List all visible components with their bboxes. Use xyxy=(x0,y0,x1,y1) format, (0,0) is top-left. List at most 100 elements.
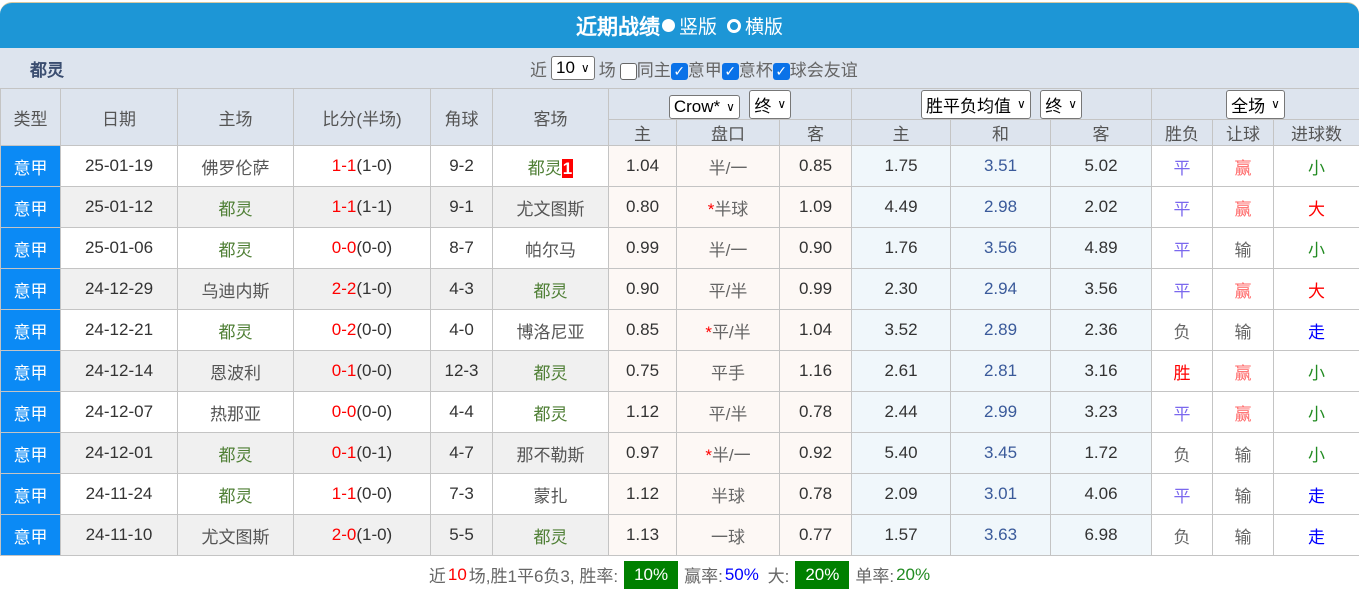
home-team-cell[interactable]: 热那亚 xyxy=(178,392,294,433)
ah-rate: 50% xyxy=(725,565,759,585)
score-cell[interactable]: 0-1(0-1) xyxy=(294,433,431,474)
league-cell[interactable]: 意甲 xyxy=(1,228,61,269)
home-team-cell[interactable]: 恩波利 xyxy=(178,351,294,392)
subcol-header: 进球数 xyxy=(1274,120,1359,146)
away-team-cell[interactable]: 都灵 xyxy=(493,351,609,392)
odds-away: 4.89 xyxy=(1051,228,1152,269)
league-cell[interactable]: 意甲 xyxy=(1,392,61,433)
handicap-stage-select[interactable]: 终∨ xyxy=(749,90,791,119)
filter-checkbox[interactable] xyxy=(620,63,637,80)
league-cell[interactable]: 意甲 xyxy=(1,269,61,310)
table-row: 意甲 24-12-07 热那亚 0-0(0-0) 4-4 都灵 1.12 平/半… xyxy=(1,392,1359,433)
ah-away-odds: 0.78 xyxy=(780,474,852,515)
period-select[interactable]: 全场∨ xyxy=(1226,90,1285,119)
ah-home-odds: 0.85 xyxy=(609,310,677,351)
odds-draw: 3.56 xyxy=(951,228,1051,269)
odds-home: 1.57 xyxy=(852,515,951,556)
away-team-cell[interactable]: 那不勒斯 xyxy=(493,433,609,474)
home-team-cell[interactable]: 尤文图斯 xyxy=(178,515,294,556)
away-team-name: 都灵 xyxy=(534,364,568,383)
away-team-cell[interactable]: 帕尔马 xyxy=(493,228,609,269)
away-team-cell[interactable]: 都灵 xyxy=(493,269,609,310)
away-team-cell[interactable]: 博洛尼亚 xyxy=(493,310,609,351)
filter-label: 意甲 xyxy=(688,61,722,80)
ah-star: * xyxy=(705,323,712,342)
score-cell[interactable]: 0-1(0-0) xyxy=(294,351,431,392)
league-cell[interactable]: 意甲 xyxy=(1,146,61,187)
league-cell[interactable]: 意甲 xyxy=(1,474,61,515)
filter-checkbox[interactable]: ✓ xyxy=(722,63,739,80)
corner-cell: 9-1 xyxy=(431,187,493,228)
col-away: 客场 xyxy=(493,89,609,146)
away-team-name: 博洛尼亚 xyxy=(517,323,585,342)
score-cell[interactable]: 1-1(1-1) xyxy=(294,187,431,228)
away-team-cell[interactable]: 蒙扎 xyxy=(493,474,609,515)
home-team-cell[interactable]: 都灵 xyxy=(178,310,294,351)
odds-type-select[interactable]: 胜平负均值∨ xyxy=(921,90,1031,119)
full-score: 0-0 xyxy=(332,402,357,421)
home-team-cell[interactable]: 都灵 xyxy=(178,433,294,474)
score-cell[interactable]: 0-0(0-0) xyxy=(294,392,431,433)
odds-away: 3.16 xyxy=(1051,351,1152,392)
home-team-cell[interactable]: 乌迪内斯 xyxy=(178,269,294,310)
score-cell[interactable]: 2-2(1-0) xyxy=(294,269,431,310)
away-team-name: 帕尔马 xyxy=(525,241,576,260)
ah-line-cell: *半球 xyxy=(677,187,780,228)
home-team-cell[interactable]: 都灵 xyxy=(178,187,294,228)
away-team-cell[interactable]: 尤文图斯 xyxy=(493,187,609,228)
odds-away: 5.02 xyxy=(1051,146,1152,187)
odds-type-value: 胜平负均值 xyxy=(926,92,1011,117)
date-cell: 24-12-14 xyxy=(61,351,178,392)
result-header: 全场∨ xyxy=(1152,89,1359,120)
near-label: 近 xyxy=(530,56,547,81)
away-team-cell[interactable]: 都灵 xyxy=(493,515,609,556)
score-cell[interactable]: 2-0(1-0) xyxy=(294,515,431,556)
count-select[interactable]: 10∨ xyxy=(551,56,595,80)
ah-home-odds: 1.12 xyxy=(609,392,677,433)
corner-cell: 4-7 xyxy=(431,433,493,474)
league-cell[interactable]: 意甲 xyxy=(1,433,61,474)
result-cell: 负 xyxy=(1152,515,1213,556)
filter-label: 同主 xyxy=(637,61,671,80)
home-team-cell[interactable]: 都灵 xyxy=(178,474,294,515)
score-cell[interactable]: 1-1(1-0) xyxy=(294,146,431,187)
ah-line: 平/半 xyxy=(709,282,748,301)
corner-cell: 12-3 xyxy=(431,351,493,392)
radio-horizontal[interactable] xyxy=(727,19,741,33)
away-team-cell[interactable]: 都灵 xyxy=(493,392,609,433)
table-row: 意甲 24-12-14 恩波利 0-1(0-0) 12-3 都灵 0.75 平手… xyxy=(1,351,1359,392)
away-team-cell[interactable]: 都灵1 xyxy=(493,146,609,187)
odds-stage-value: 终 xyxy=(1045,92,1062,117)
big-rate-badge: 20% xyxy=(795,561,849,589)
corner-cell: 4-4 xyxy=(431,392,493,433)
filter-checkbox[interactable]: ✓ xyxy=(773,63,790,80)
company-select[interactable]: Crow*∨ xyxy=(669,95,740,119)
score-cell[interactable]: 0-2(0-0) xyxy=(294,310,431,351)
corner-cell: 4-0 xyxy=(431,310,493,351)
ou-result-cell: 小 xyxy=(1274,392,1359,433)
count-value: 10 xyxy=(556,58,575,78)
league-cell[interactable]: 意甲 xyxy=(1,310,61,351)
odds-draw: 3.51 xyxy=(951,146,1051,187)
date-cell: 24-11-10 xyxy=(61,515,178,556)
subcol-header: 客 xyxy=(780,120,852,146)
filter-checkbox[interactable]: ✓ xyxy=(671,63,688,80)
odds-stage-select[interactable]: 终∨ xyxy=(1040,90,1082,119)
radio-vertical[interactable] xyxy=(662,19,675,32)
score-cell[interactable]: 0-0(0-0) xyxy=(294,228,431,269)
home-team-cell[interactable]: 佛罗伦萨 xyxy=(178,146,294,187)
league-cell[interactable]: 意甲 xyxy=(1,515,61,556)
odds-home: 2.44 xyxy=(852,392,951,433)
score-cell[interactable]: 1-1(0-0) xyxy=(294,474,431,515)
ah-line: 半球 xyxy=(711,487,745,506)
result-cell: 胜 xyxy=(1152,351,1213,392)
ah-line-cell: 平/半 xyxy=(677,269,780,310)
ah-away-odds: 0.78 xyxy=(780,392,852,433)
home-team-cell[interactable]: 都灵 xyxy=(178,228,294,269)
ah-home-odds: 0.97 xyxy=(609,433,677,474)
result-cell: 平 xyxy=(1152,187,1213,228)
half-score: (0-0) xyxy=(356,238,392,257)
league-cell[interactable]: 意甲 xyxy=(1,187,61,228)
league-cell[interactable]: 意甲 xyxy=(1,351,61,392)
ah-line: 半球 xyxy=(714,200,748,219)
